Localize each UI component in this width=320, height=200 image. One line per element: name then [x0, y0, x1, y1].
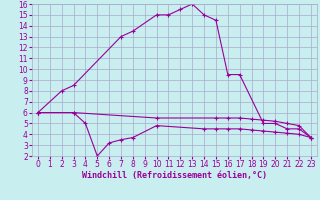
- X-axis label: Windchill (Refroidissement éolien,°C): Windchill (Refroidissement éolien,°C): [82, 171, 267, 180]
